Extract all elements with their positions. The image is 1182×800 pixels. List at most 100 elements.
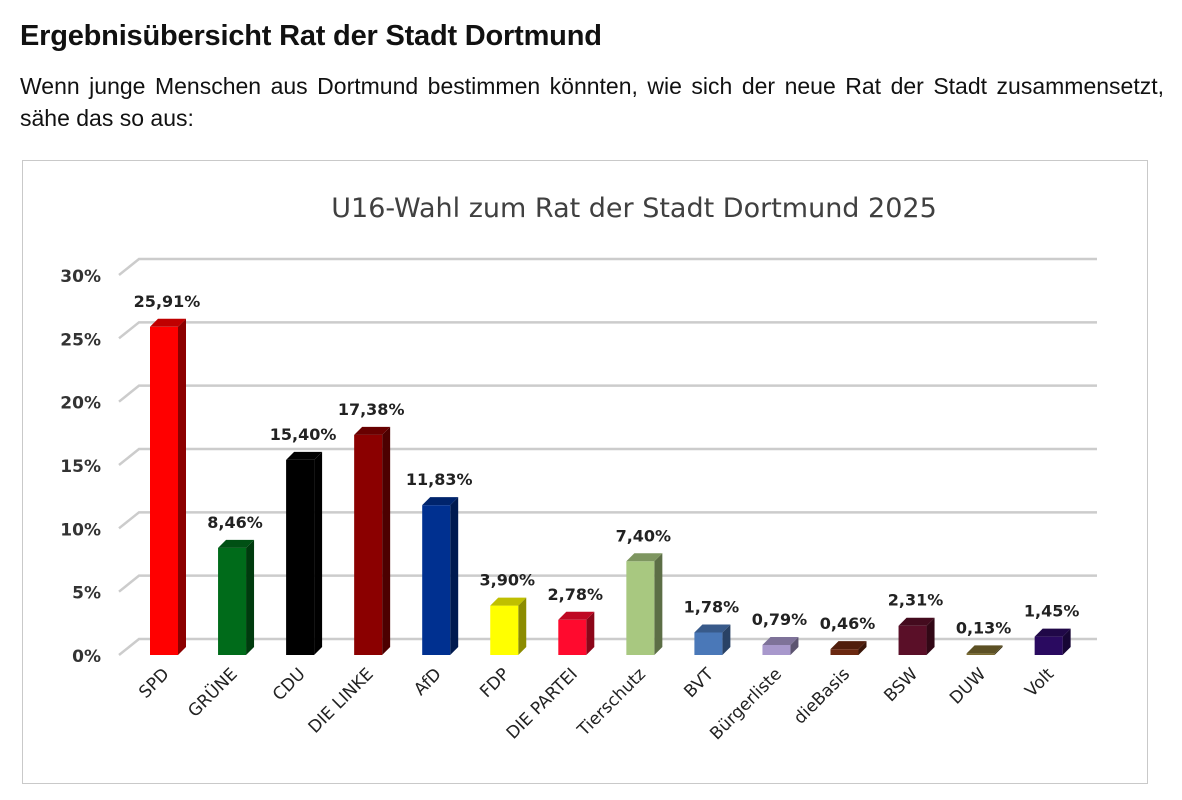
gridline — [118, 511, 1097, 530]
gridline — [118, 321, 1097, 340]
data-label: 0,46% — [820, 614, 876, 633]
data-label: 25,91% — [134, 292, 201, 311]
bar-top — [490, 597, 527, 606]
bar-side — [1062, 628, 1071, 655]
data-label: 1,45% — [1024, 602, 1080, 621]
bar-side — [858, 641, 867, 655]
bar-top — [286, 451, 323, 460]
bar-front — [354, 434, 383, 655]
category-label: DIE LINKE — [305, 664, 378, 737]
bar-bsw — [898, 617, 935, 655]
category-label: GRÜNE — [183, 663, 242, 722]
bar-front — [558, 619, 587, 655]
bar-side — [518, 597, 527, 655]
category-label: DIE PARTEI — [503, 664, 582, 743]
bar-side — [926, 617, 935, 655]
bar-top — [626, 553, 663, 562]
data-label: 8,46% — [207, 513, 263, 532]
data-label: 0,13% — [956, 618, 1012, 637]
gridline — [118, 257, 1097, 276]
bar-grüne — [218, 539, 255, 655]
bar-front — [1034, 636, 1063, 655]
bar-die-partei — [558, 611, 595, 655]
chart-title: U16-Wahl zum Rat der Stadt Dortmund 2025 — [331, 193, 937, 224]
bar-side — [994, 645, 1003, 655]
bar-side — [382, 426, 391, 655]
bar-front — [286, 459, 315, 655]
category-label: Bürgerliste — [706, 664, 786, 744]
y-tick-label: 20% — [60, 394, 101, 414]
bar-bürgerliste — [762, 636, 799, 655]
bar-top — [830, 641, 867, 650]
bar-fdp — [490, 597, 527, 655]
y-tick-label: 25% — [60, 330, 101, 350]
bar-side — [450, 497, 459, 655]
data-label: 15,40% — [270, 425, 337, 444]
y-tick-label: 15% — [60, 457, 101, 477]
bar-top — [422, 497, 459, 506]
data-label: 2,31% — [888, 591, 944, 610]
gridline — [118, 447, 1097, 466]
bar-top — [150, 318, 186, 327]
intro-text: Wenn junge Menschen aus Dortmund bestimm… — [20, 73, 1164, 131]
data-label: 3,90% — [479, 571, 535, 590]
data-label: 7,40% — [616, 526, 672, 545]
bar-front — [150, 326, 178, 655]
bar-top — [694, 624, 731, 633]
bar-top — [354, 426, 391, 435]
category-label: CDU — [269, 664, 310, 705]
bar-front — [218, 547, 247, 655]
y-tick-label: 5% — [72, 584, 101, 604]
bar-side — [178, 318, 186, 655]
bar-bvt — [694, 624, 731, 655]
bar-die-linke — [354, 426, 391, 655]
category-label: AfD — [410, 664, 445, 699]
bar-tierschutz — [626, 553, 663, 655]
y-tick-label: 10% — [60, 520, 101, 540]
bar-top — [966, 645, 1003, 654]
bar-top — [558, 611, 595, 620]
bar-diebasis — [830, 641, 867, 655]
bar-cdu — [286, 451, 323, 655]
page-heading: Ergebnisübersicht Rat der Stadt Dortmund — [20, 20, 602, 52]
y-tick-label: 30% — [60, 267, 101, 287]
bar-side — [246, 539, 255, 655]
bar-top — [762, 636, 799, 645]
bar-side — [654, 553, 663, 655]
gridline — [118, 574, 1097, 593]
y-tick-label: 0% — [72, 647, 101, 667]
bar-spd — [150, 318, 186, 655]
chart-frame: U16-Wahl zum Rat der Stadt Dortmund 2025… — [22, 160, 1148, 784]
bar-volt — [1034, 628, 1071, 655]
category-label: Volt — [1021, 664, 1058, 701]
data-label: 0,79% — [752, 610, 808, 629]
category-label: BVT — [680, 664, 718, 702]
bar-front — [830, 649, 859, 655]
bar-front — [762, 644, 791, 655]
category-label: dieBasis — [790, 664, 854, 728]
bar-chart: U16-Wahl zum Rat der Stadt Dortmund 2025… — [60, 193, 1097, 744]
bar-front — [898, 625, 927, 655]
bar-front — [422, 505, 451, 655]
bar-afd — [422, 497, 459, 655]
gridline — [118, 384, 1097, 403]
bar-front — [694, 632, 723, 655]
bar-side — [586, 611, 595, 655]
bar-front — [490, 605, 519, 655]
bar-top — [1034, 628, 1071, 637]
category-label: SPD — [135, 664, 173, 702]
bar-side — [722, 624, 731, 655]
bar-front — [626, 561, 655, 655]
gridline — [118, 637, 1097, 656]
bar-top — [898, 617, 935, 626]
bar-side — [314, 451, 323, 655]
data-label: 11,83% — [406, 470, 473, 489]
data-label: 2,78% — [548, 585, 604, 604]
category-label: BSW — [880, 664, 922, 706]
bar-top — [218, 539, 255, 548]
bar-front — [966, 653, 995, 655]
data-label: 1,78% — [684, 597, 740, 616]
category-label: Tierschutz — [573, 664, 650, 741]
data-label: 17,38% — [338, 400, 405, 419]
category-label: FDP — [476, 664, 514, 702]
